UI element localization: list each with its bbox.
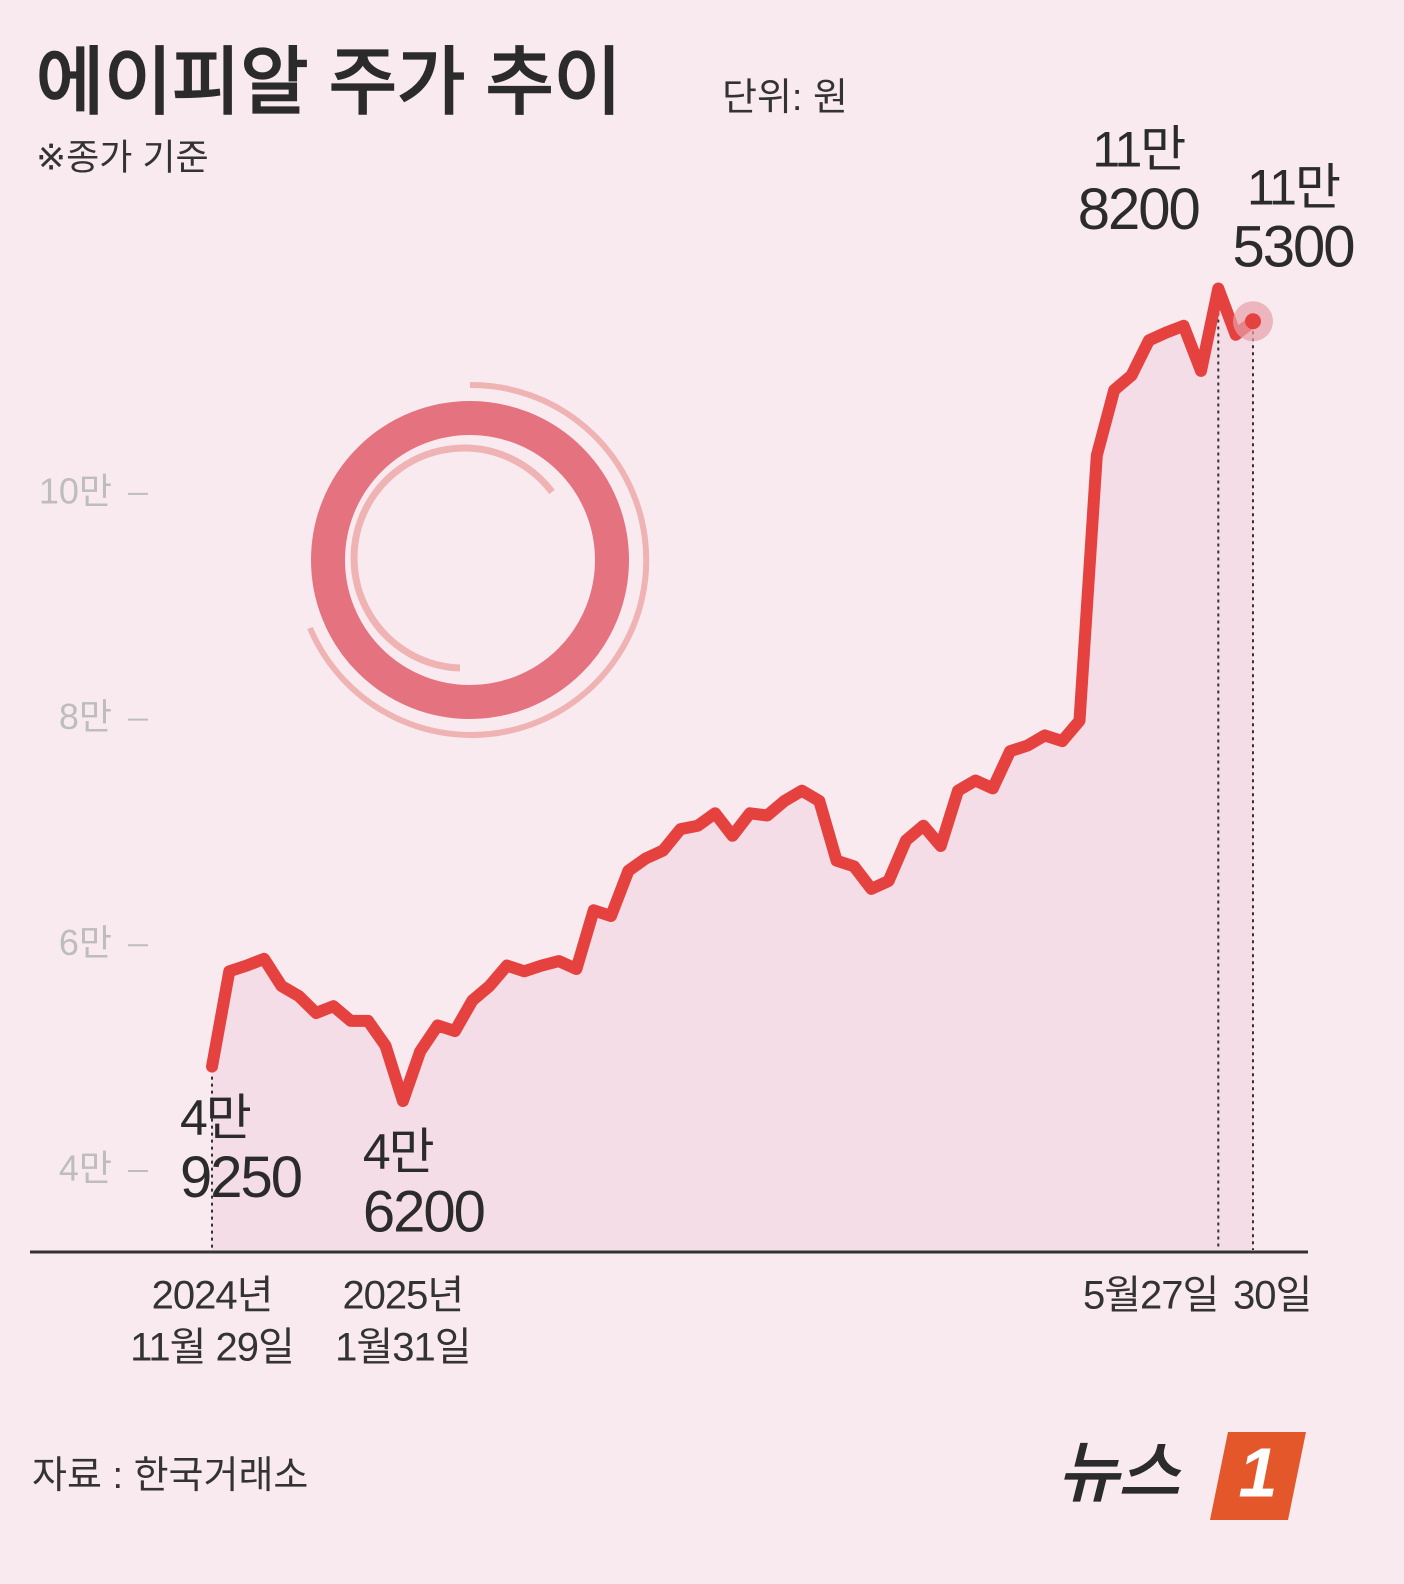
point (662, 850, 664, 852)
value-label: 4만 (363, 1124, 434, 1180)
point (870, 888, 872, 890)
point (263, 958, 265, 960)
point (419, 1050, 421, 1052)
point (575, 968, 577, 970)
point (541, 965, 543, 967)
point (974, 780, 976, 782)
point (940, 845, 942, 847)
x-tick-label: 11월 29일 (130, 1326, 294, 1370)
decoration-ring (307, 381, 650, 738)
chart-title: 에이피알 주가 추이 (36, 41, 622, 124)
point (853, 865, 855, 867)
point (610, 915, 612, 917)
x-tick-label: 5월27일 (1083, 1274, 1218, 1318)
value-label: 4만 (180, 1090, 251, 1146)
point (1096, 455, 1098, 457)
point (697, 825, 699, 827)
unit: 단위: 원 (722, 77, 848, 119)
point (506, 965, 508, 967)
x-tick-label: 2025년 (342, 1274, 463, 1318)
point (714, 812, 716, 814)
point (888, 880, 890, 882)
point (228, 970, 230, 972)
point (1044, 734, 1046, 736)
point (350, 1020, 352, 1022)
point (558, 960, 560, 962)
logo: 뉴스 1 (1058, 1432, 1306, 1520)
point (593, 909, 595, 911)
point (836, 860, 838, 862)
y-tick-label: 6만 (59, 922, 112, 963)
logo-text: 뉴스 (1058, 1435, 1182, 1509)
point (332, 1005, 334, 1007)
point (315, 1012, 317, 1014)
point (627, 870, 629, 872)
point (1113, 389, 1115, 391)
point (1235, 334, 1237, 336)
point (367, 1020, 369, 1022)
x-tick-label: 30일 (1233, 1274, 1311, 1318)
value-label: 9250 (180, 1145, 301, 1210)
source: 자료 : 한국거래소 (32, 1455, 308, 1497)
point (732, 835, 733, 837)
point (246, 965, 248, 967)
value-label: 11만 (1247, 159, 1340, 215)
point (1245, 313, 1261, 330)
point (922, 825, 924, 827)
point (1200, 370, 1202, 372)
point (1026, 745, 1028, 747)
point (905, 839, 907, 841)
logo-number: 1 (1239, 1433, 1278, 1511)
point (679, 828, 681, 830)
point (471, 1000, 473, 1002)
point (1009, 750, 1011, 752)
point (818, 800, 820, 802)
point (784, 800, 786, 802)
point (280, 985, 282, 987)
point (211, 1066, 213, 1068)
point (1217, 288, 1219, 290)
point (298, 995, 300, 997)
point (992, 787, 994, 789)
point (1183, 325, 1185, 327)
x-tick-label: 1월31일 (335, 1326, 470, 1370)
point (957, 790, 959, 792)
point (645, 857, 647, 859)
y-tick-label: 8만 (59, 696, 112, 737)
note: ※종가 기준 (36, 137, 209, 178)
value-label: 8200 (1078, 177, 1199, 242)
point (437, 1024, 439, 1026)
point (749, 812, 751, 814)
point (1165, 332, 1167, 334)
value-label: 11만 (1092, 122, 1185, 178)
point (454, 1030, 456, 1032)
value-label: 6200 (363, 1179, 484, 1244)
point (1131, 374, 1133, 376)
y-tick-label: 4만 (59, 1148, 112, 1189)
logo-box (1210, 1432, 1306, 1520)
point (489, 985, 491, 987)
point (402, 1100, 404, 1102)
value-label: 5300 (1232, 215, 1353, 280)
point (1079, 720, 1080, 722)
point (385, 1045, 386, 1047)
point (766, 815, 768, 817)
point (523, 970, 525, 972)
point (1061, 740, 1063, 742)
x-tick-label: 2024년 (152, 1274, 273, 1318)
point (1148, 339, 1150, 341)
y-tick-label: 10만 (39, 470, 112, 511)
point (801, 790, 803, 792)
